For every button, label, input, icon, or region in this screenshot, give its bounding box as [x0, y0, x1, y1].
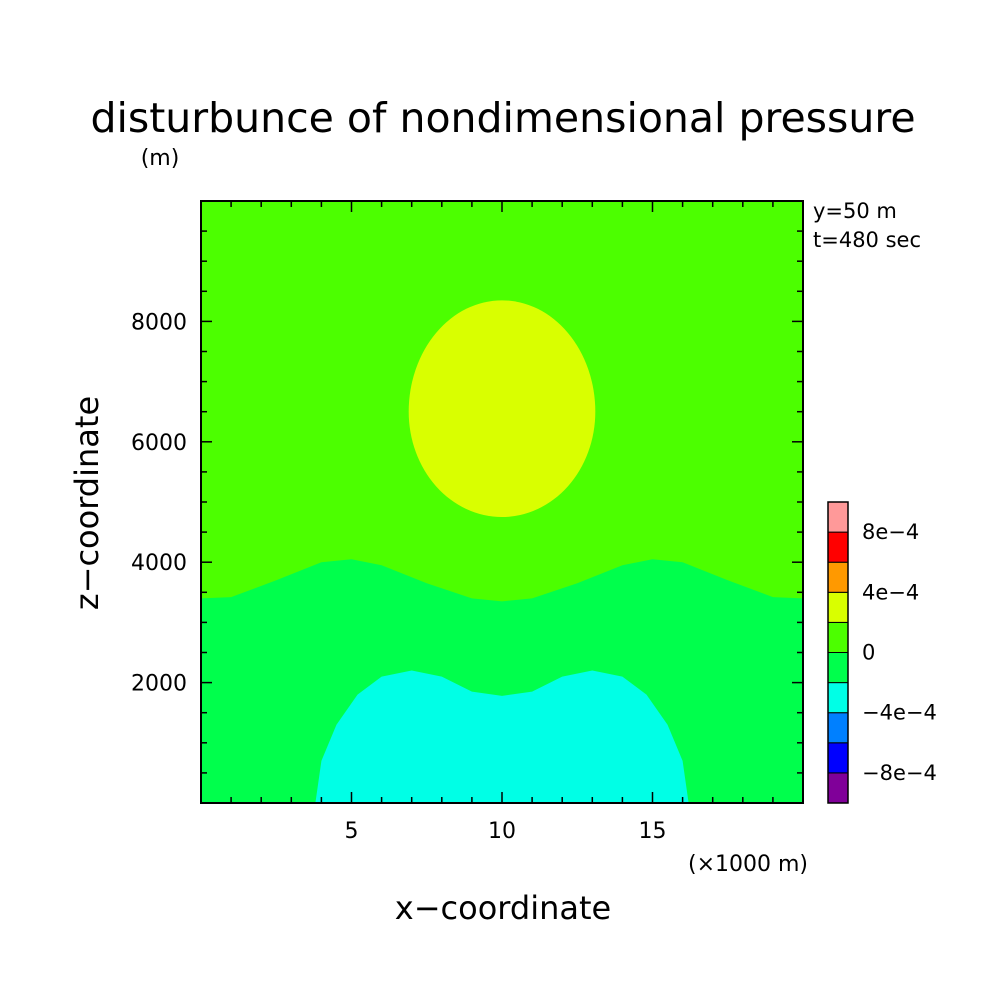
colorbar-swatch [827, 742, 849, 774]
colorbar-swatch [827, 501, 849, 533]
y-tick-label: 6000 [131, 431, 187, 456]
colorbar-swatch [827, 591, 849, 623]
colorbar-swatch [827, 531, 849, 563]
y-tick-label: 2000 [131, 672, 187, 697]
chart-title: disturbunce of nondimensional pressure [90, 94, 915, 142]
plot-area [200, 200, 804, 804]
colorbar-swatch [827, 561, 849, 593]
y-axis-label: z−coordinate [68, 396, 106, 610]
x-tick-label: 5 [345, 819, 359, 844]
x-tick-label: 10 [488, 819, 516, 844]
x-unit-label: (×1000 m) [688, 852, 808, 877]
colorbar-label: 4e−4 [862, 580, 919, 604]
colorbar-label: −8e−4 [862, 761, 937, 785]
colorbar: −8e−4 −4e−4 0 4e−4 8e−4 [827, 501, 937, 804]
contour-region-2 [315, 670, 689, 803]
y-unit-label: (m) [141, 146, 180, 171]
colorbar-swatch [827, 772, 849, 804]
y-tick-label: 8000 [131, 310, 187, 335]
contour-region-3 [408, 300, 596, 518]
colorbar-swatch [827, 712, 849, 744]
colorbar-label: −4e−4 [862, 701, 937, 725]
colorbar-frame [827, 501, 849, 804]
y-tick-label: 4000 [131, 551, 187, 576]
x-axis-label: x−coordinate [395, 889, 611, 927]
colorbar-swatch [827, 652, 849, 684]
annotation-t: t=480 sec [813, 228, 921, 252]
x-tick-label: 15 [639, 819, 667, 844]
colorbar-label: 8e−4 [862, 520, 919, 544]
colorbar-swatch [827, 621, 849, 654]
colorbar-label: 0 [862, 641, 875, 665]
colorbar-swatch [827, 682, 849, 714]
annotation-y: y=50 m [813, 199, 897, 223]
